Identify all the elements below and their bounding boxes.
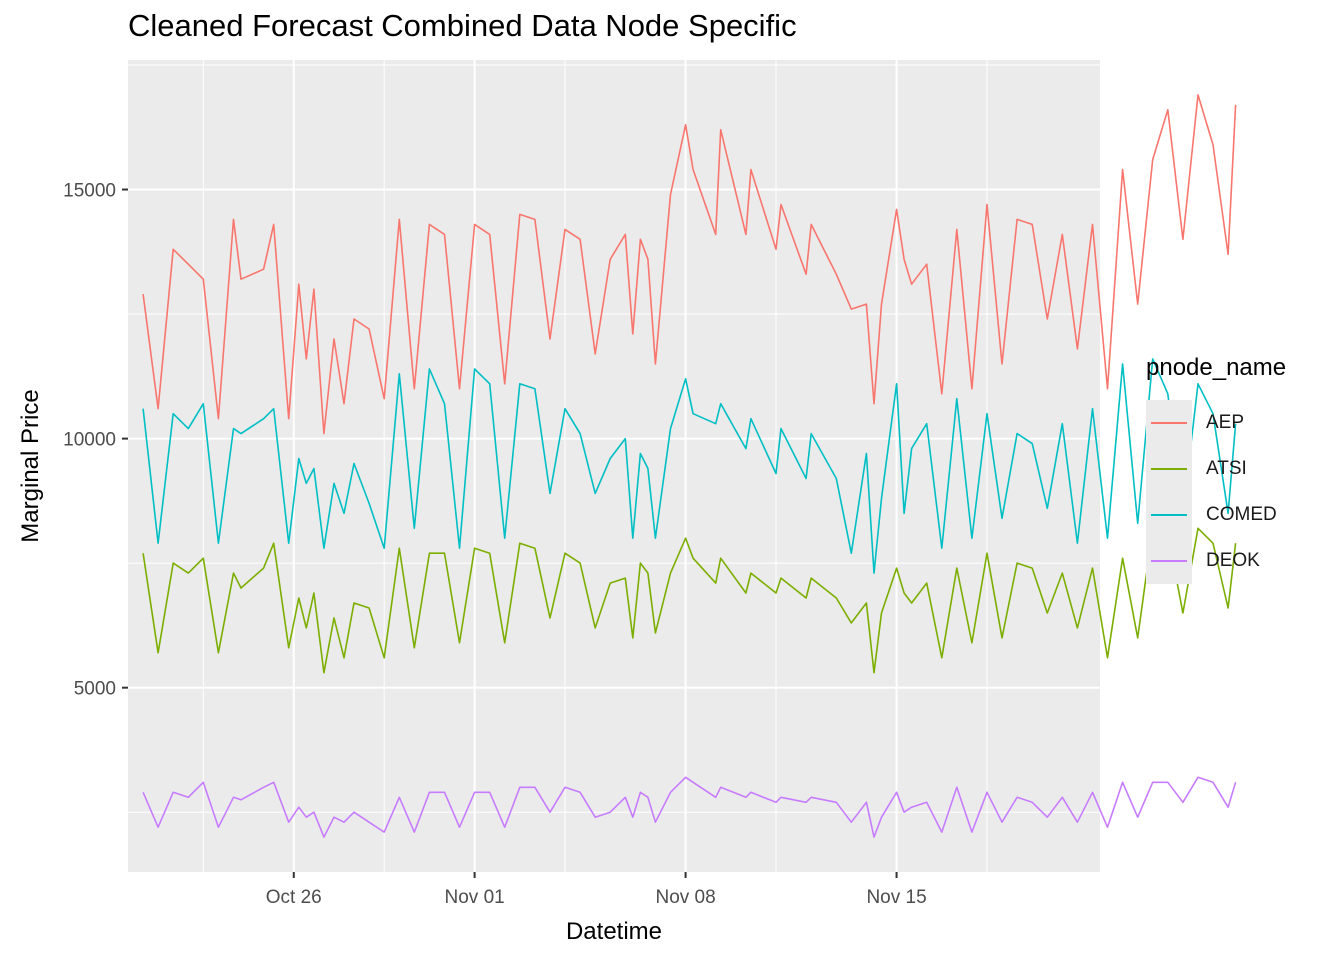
- grid-minor: [128, 60, 1100, 872]
- y-tick-label: 5000: [74, 679, 116, 700]
- legend-label: DEOK: [1206, 550, 1260, 571]
- x-tick-label: Nov 15: [866, 887, 926, 908]
- series-line-aep: [142, 94, 1237, 435]
- legend-title: pnode_name: [1146, 354, 1287, 381]
- chart-title: Cleaned Forecast Combined Data Node Spec…: [128, 8, 797, 43]
- x-tick-label: Nov 08: [655, 887, 715, 908]
- y-tick-label: 10000: [63, 430, 116, 451]
- legend-item-atsi: ATSI: [1146, 446, 1286, 492]
- y-tick-label: 15000: [63, 181, 116, 202]
- legend-key-line: [1151, 468, 1187, 470]
- legend-key-line: [1151, 422, 1187, 424]
- x-tick-label: Nov 01: [445, 887, 505, 908]
- legend-rows: AEP ATSI COMED DEOK: [1146, 400, 1286, 584]
- legend-item-deok: DEOK: [1146, 538, 1286, 584]
- legend-key: [1146, 492, 1192, 538]
- grid-major: [128, 60, 1100, 872]
- legend-label: COMED: [1206, 504, 1277, 525]
- y-axis: 5000 10000 15000: [63, 181, 128, 700]
- series-line-deok: [142, 776, 1237, 838]
- x-tick-label: Oct 26: [266, 887, 322, 908]
- legend-key: [1146, 538, 1192, 584]
- series-line-comed: [142, 358, 1237, 574]
- series-line-atsi: [142, 527, 1237, 674]
- legend-item-comed: COMED: [1146, 492, 1286, 538]
- legend-key: [1146, 446, 1192, 492]
- legend-key-line: [1151, 560, 1187, 562]
- legend-key-line: [1151, 514, 1187, 516]
- plot-panel: [128, 60, 1100, 872]
- legend: pnode_name AEP ATSI COMED DEOK: [1146, 354, 1286, 584]
- legend-key: [1146, 400, 1192, 446]
- series-layer: [142, 94, 1237, 838]
- x-axis-title: Datetime: [566, 918, 662, 945]
- x-axis: Oct 26 Nov 01 Nov 08 Nov 15: [266, 872, 927, 908]
- y-axis-title: Marginal Price: [17, 389, 44, 542]
- legend-item-aep: AEP: [1146, 400, 1286, 446]
- legend-label: AEP: [1206, 412, 1245, 433]
- legend-label: ATSI: [1206, 458, 1247, 479]
